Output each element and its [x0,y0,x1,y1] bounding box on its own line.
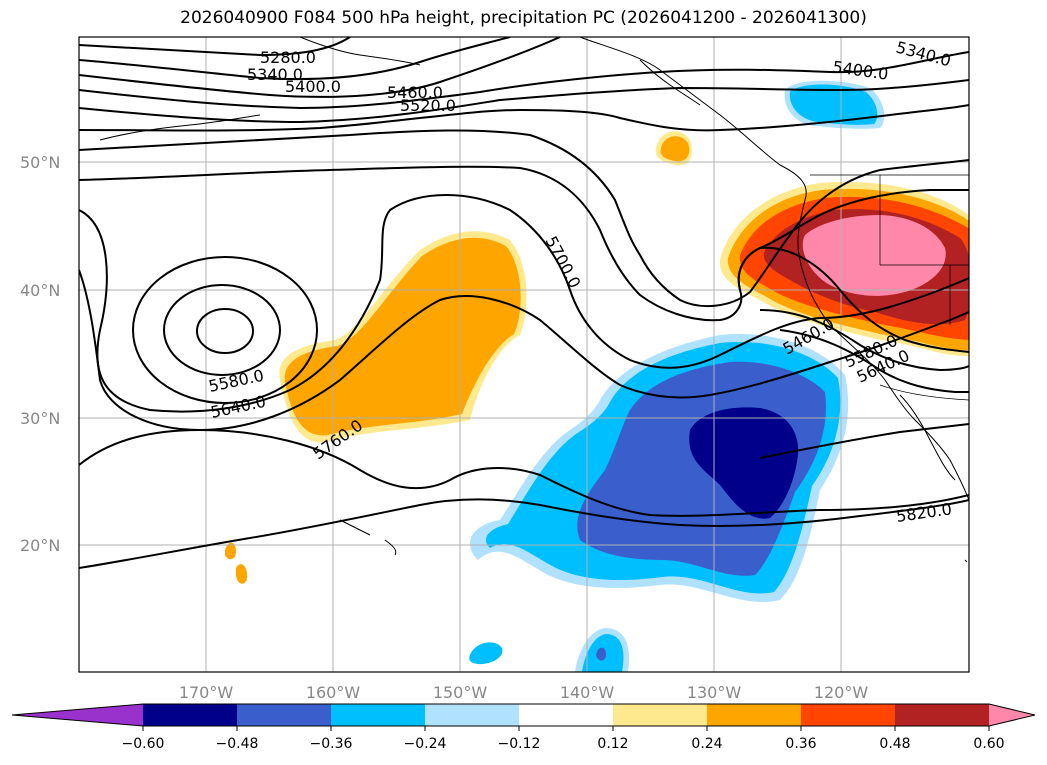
colorbar-tick-label: −0.60 [122,736,165,752]
lon-label: 160°W [306,683,361,702]
colorbar-segment [143,704,238,726]
map-title: 2026040900 F084 500 hPa height, precipit… [180,8,867,28]
graticule [79,37,969,672]
colorbar-segment [801,704,896,726]
colorbar-tick-label: 0.48 [879,736,910,752]
colorbar-tick-label: 0.60 [973,736,1004,752]
longitude-labels: 170°W 160°W 150°W 140°W 130°W 120°W [179,683,869,702]
map-frame [78,36,970,673]
colorbar-segment [613,704,708,726]
colorbar-extend-min [12,704,143,726]
latitude-labels: 50°N 40°N 30°N 20°N [20,153,60,555]
coastlines [99,37,969,563]
lat-label: 30°N [20,409,60,428]
lat-label: 40°N [20,281,60,300]
colorbar-tick-label: 0.24 [691,736,722,752]
lon-label: 130°W [687,683,742,702]
precip-shading [225,80,969,672]
map-plot-area [79,37,969,672]
colorbar-segment [519,704,614,726]
colorbar-tick-label: 0.12 [597,736,628,752]
lon-label: 120°W [814,683,869,702]
colorbar-segment [425,704,520,726]
political-borders [810,174,969,401]
colorbar-segment [237,704,332,726]
lon-label: 170°W [179,683,234,702]
contour-label: 5400.0 [285,77,341,96]
colorbar-tick-label: −0.12 [498,736,541,752]
colorbar-extend-max [989,704,1035,726]
contour-label: 5460.0 [387,83,443,102]
colorbar-segment [707,704,802,726]
lat-label: 20°N [20,536,60,555]
contour-label: 5340.0 [247,65,303,84]
height-contours [79,37,969,569]
colorbar-tick-label: −0.24 [404,736,447,752]
lon-label: 150°W [433,683,488,702]
colorbar-segment [895,704,990,726]
colorbar-segment [331,704,426,726]
contour-label: 5520.0 [400,96,456,115]
lat-label: 50°N [20,153,60,172]
lon-label: 140°W [560,683,615,702]
colorbar: −0.60 −0.48 −0.36 −0.24 −0.12 0.12 0.24 0.36 0.4… [11,703,1036,752]
colorbar-tick-label: −0.36 [310,736,353,752]
colorbar-tick-label: −0.48 [216,736,259,752]
contour-label: 5280.0 [260,48,316,67]
colorbar-tick-label: 0.36 [785,736,816,752]
